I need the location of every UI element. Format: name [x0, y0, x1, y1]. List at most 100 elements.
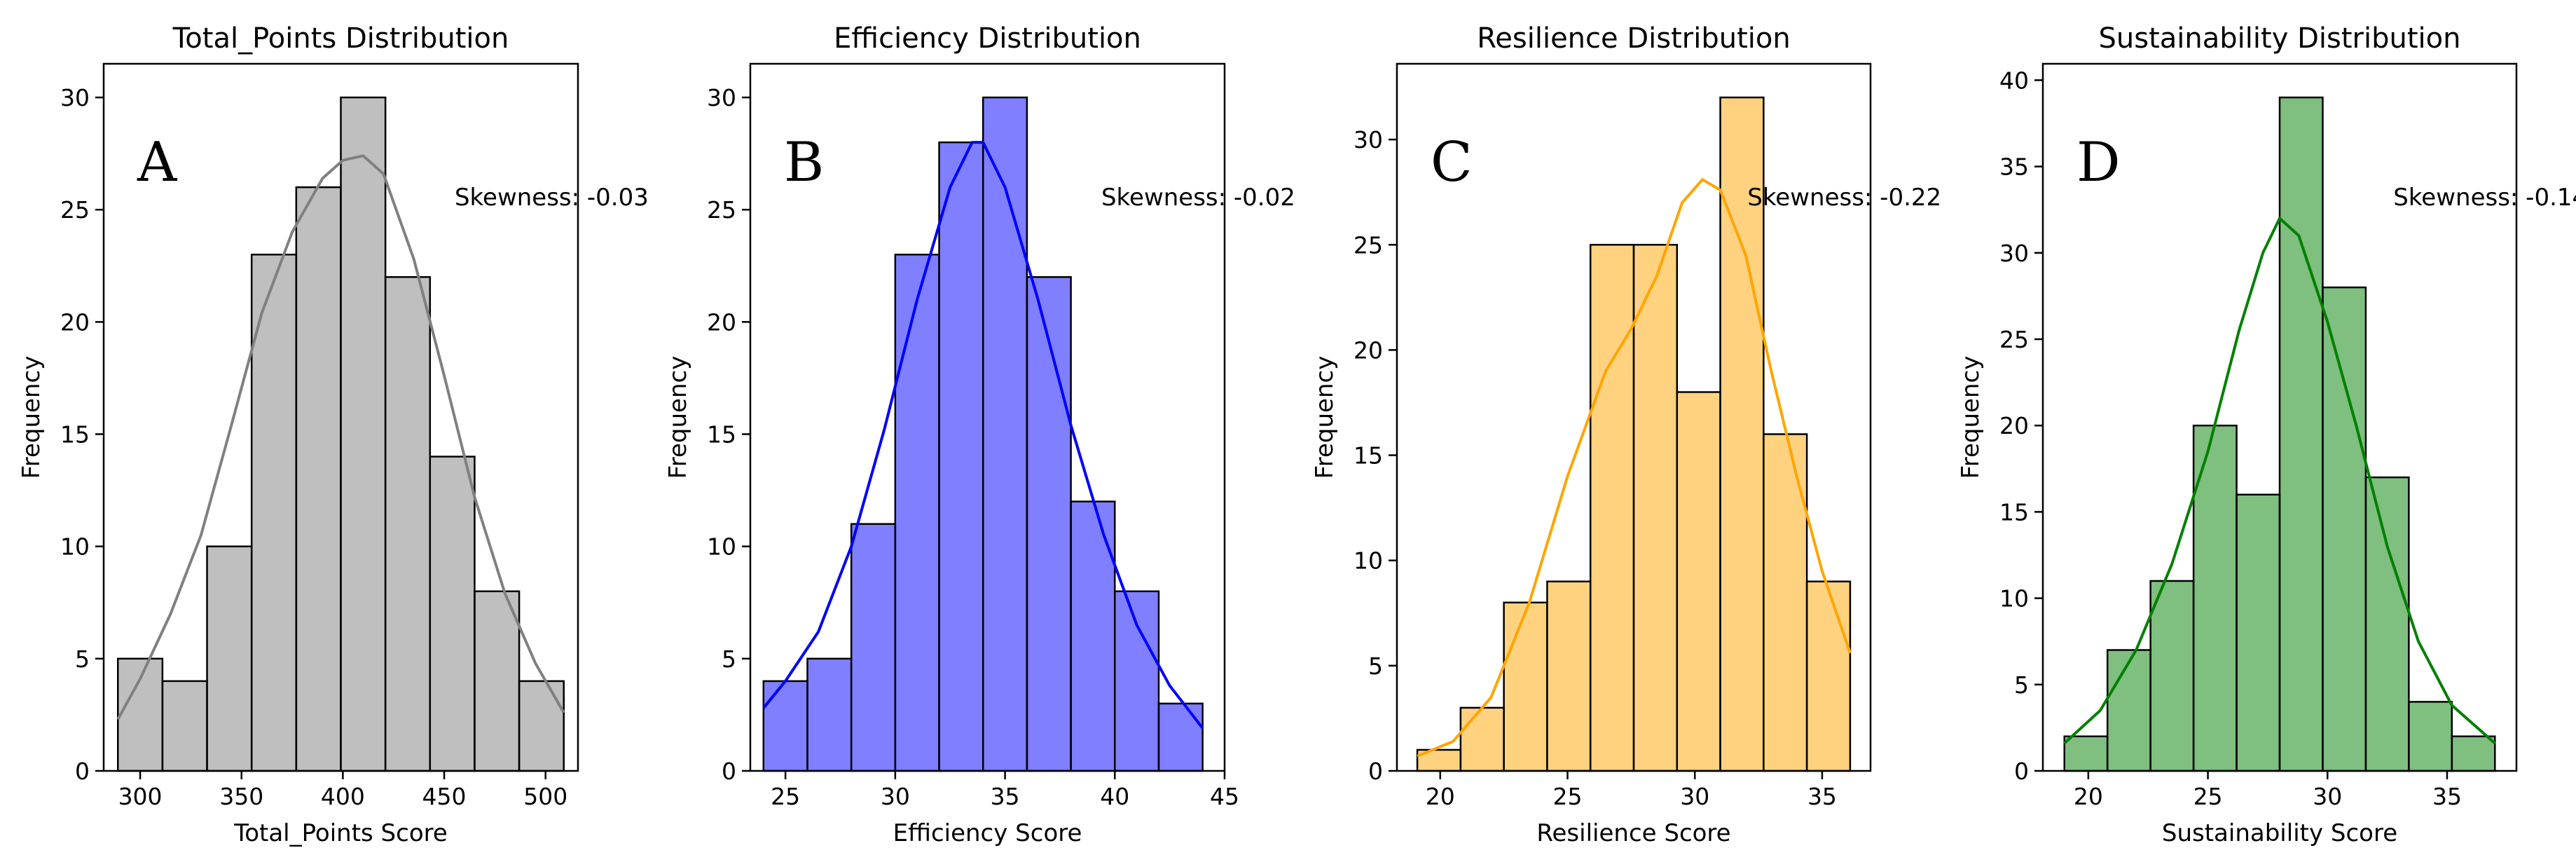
y-tick-label: 25	[1354, 231, 1383, 259]
histogram-bar	[1589, 244, 1635, 772]
histogram-bar	[938, 141, 984, 772]
chart-title: Efficiency Distribution	[834, 22, 1141, 55]
kde-line	[1417, 178, 1852, 758]
histogram-bar	[2451, 735, 2496, 772]
chart-title: Total_Points Distribution	[172, 22, 509, 55]
histogram-bar	[2364, 476, 2410, 772]
y-tick-label: 5	[75, 645, 90, 673]
plot-frame	[749, 62, 1226, 772]
histogram-bar	[161, 680, 208, 772]
x-tick-label: 35	[1807, 783, 1837, 810]
x-tick-label: 400	[321, 783, 365, 810]
y-tick-label: 5	[722, 645, 736, 673]
histogram-bar	[2063, 735, 2109, 772]
histogram-bar	[1157, 702, 1204, 772]
histogram-bar	[1805, 580, 1852, 772]
panel-label: C	[1431, 131, 1473, 194]
x-tick-label: 35	[991, 783, 1020, 810]
y-tick-label: 10	[1354, 547, 1383, 575]
panel-label: A	[137, 131, 178, 194]
histogram-bar	[2236, 493, 2281, 772]
histogram-bar	[2106, 649, 2151, 772]
x-tick-label: 30	[2313, 783, 2342, 810]
kde-line	[762, 141, 1204, 730]
y-tick-label: 20	[1999, 412, 2029, 439]
skewness-annotation: Skewness: -0.02	[1101, 184, 1295, 212]
histogram-bar	[117, 657, 164, 772]
y-tick-label: 10	[1999, 585, 2029, 613]
y-tick-label: 25	[707, 196, 736, 224]
histogram-bar	[894, 254, 940, 772]
skewness-annotation: Skewness: -0.22	[1747, 184, 1941, 212]
histogram-bar	[429, 456, 476, 772]
x-tick-label: 450	[422, 783, 467, 810]
x-axis-label: Total_Points Score	[233, 819, 448, 847]
x-tick-label: 25	[1553, 783, 1583, 810]
x-tick-label: 25	[2193, 783, 2223, 810]
panel-label: B	[784, 131, 824, 194]
histogram-bar	[295, 186, 342, 772]
x-tick-label: 300	[118, 783, 163, 810]
histogram-bar	[2278, 96, 2324, 772]
y-tick-label: 15	[60, 421, 90, 449]
skewness-annotation: Skewness: -0.03	[455, 184, 649, 212]
y-tick-label: 0	[1368, 758, 1383, 785]
x-tick-label: 35	[2432, 783, 2462, 810]
y-tick-label: 25	[1999, 326, 2029, 353]
y-tick-label: 5	[2014, 671, 2029, 699]
skewness-annotation: Skewness: -0.14	[2393, 184, 2576, 212]
x-tick-label: 30	[1680, 783, 1709, 810]
y-tick-label: 0	[722, 758, 736, 785]
histogram-bar	[250, 254, 298, 772]
histogram-bar	[2149, 580, 2195, 772]
x-tick-label: 500	[523, 783, 567, 810]
y-tick-label: 15	[1999, 498, 2029, 526]
x-axis-label: Sustainability Score	[2162, 819, 2397, 847]
histogram-bar	[806, 657, 853, 772]
plot-frame	[2041, 62, 2518, 772]
plot-frame	[102, 62, 579, 772]
x-tick-label: 30	[881, 783, 910, 810]
y-axis-label: Frequency	[1957, 356, 1985, 479]
y-tick-label: 0	[75, 758, 90, 785]
y-tick-label: 20	[60, 308, 90, 336]
x-tick-label: 20	[2074, 783, 2103, 810]
chart-panel-b: 25 30 35 40 45 0 5 10 15 20 25 30 Efficiency Distrib…	[664, 22, 1295, 847]
histogram-bar	[1026, 276, 1072, 772]
chart-title: Sustainability Distribution	[2099, 22, 2461, 55]
histogram-bar	[384, 276, 432, 772]
y-tick-label: 30	[1354, 126, 1383, 153]
histogram-bar	[1114, 590, 1160, 772]
chart-title: Resilience Distribution	[1477, 22, 1790, 55]
y-axis-label: Frequency	[1311, 356, 1339, 479]
y-tick-label: 35	[1999, 153, 2029, 181]
y-tick-label: 0	[2014, 758, 2029, 785]
histogram-bar	[474, 590, 521, 772]
x-tick-label: 25	[771, 783, 800, 810]
y-tick-label: 15	[707, 421, 736, 449]
histogram-bar	[1070, 500, 1116, 772]
y-tick-label: 20	[707, 308, 736, 336]
y-axis-label: Frequency	[664, 356, 692, 479]
y-tick-label: 30	[1999, 240, 2029, 267]
histogram-bar	[2192, 424, 2238, 772]
histogram-bar	[850, 523, 897, 772]
histogram-bar	[1503, 601, 1548, 772]
y-tick-label: 25	[60, 196, 90, 224]
x-tick-label: 45	[1210, 783, 1239, 810]
histogram-bar	[1676, 391, 1721, 772]
x-axis-label: Resilience Score	[1536, 819, 1730, 847]
histogram-bar	[2408, 701, 2453, 772]
y-tick-label: 40	[1999, 67, 2029, 94]
y-tick-label: 10	[60, 533, 90, 561]
plot-frame	[1396, 62, 1872, 772]
y-tick-label: 20	[1354, 336, 1383, 364]
y-tick-label: 10	[707, 533, 736, 561]
histogram-bar	[1459, 706, 1505, 772]
y-tick-label: 30	[60, 84, 90, 111]
x-tick-label: 20	[1426, 783, 1455, 810]
histogram-bar	[982, 96, 1028, 772]
chart-panel-d: 20 25 30 35 0 5 10 15 20 25 30 35 40 Sustainability D…	[1957, 22, 2576, 847]
histogram-bar	[1632, 244, 1679, 772]
